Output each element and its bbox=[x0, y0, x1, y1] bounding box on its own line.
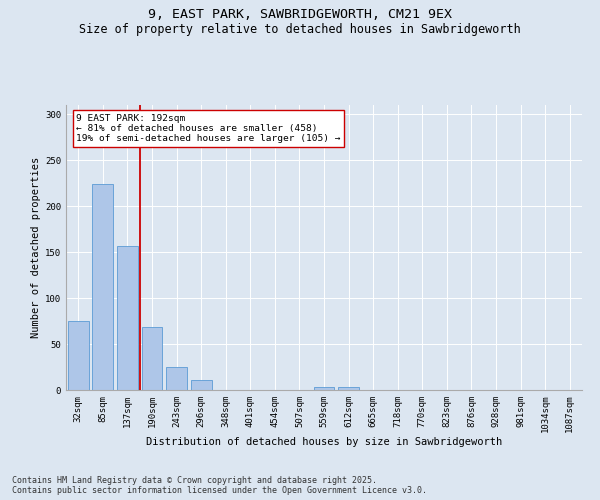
Text: Contains HM Land Registry data © Crown copyright and database right 2025.
Contai: Contains HM Land Registry data © Crown c… bbox=[12, 476, 427, 495]
Text: Size of property relative to detached houses in Sawbridgeworth: Size of property relative to detached ho… bbox=[79, 22, 521, 36]
Bar bbox=[338, 387, 359, 390]
Bar bbox=[166, 367, 187, 390]
Bar bbox=[314, 387, 334, 390]
Y-axis label: Number of detached properties: Number of detached properties bbox=[31, 157, 41, 338]
Bar bbox=[117, 246, 138, 390]
Bar bbox=[191, 380, 212, 390]
Bar bbox=[92, 184, 113, 390]
X-axis label: Distribution of detached houses by size in Sawbridgeworth: Distribution of detached houses by size … bbox=[146, 436, 502, 446]
Text: 9, EAST PARK, SAWBRIDGEWORTH, CM21 9EX: 9, EAST PARK, SAWBRIDGEWORTH, CM21 9EX bbox=[148, 8, 452, 20]
Text: 9 EAST PARK: 192sqm
← 81% of detached houses are smaller (458)
19% of semi-detac: 9 EAST PARK: 192sqm ← 81% of detached ho… bbox=[76, 114, 341, 144]
Bar bbox=[68, 321, 89, 390]
Bar bbox=[142, 328, 163, 390]
